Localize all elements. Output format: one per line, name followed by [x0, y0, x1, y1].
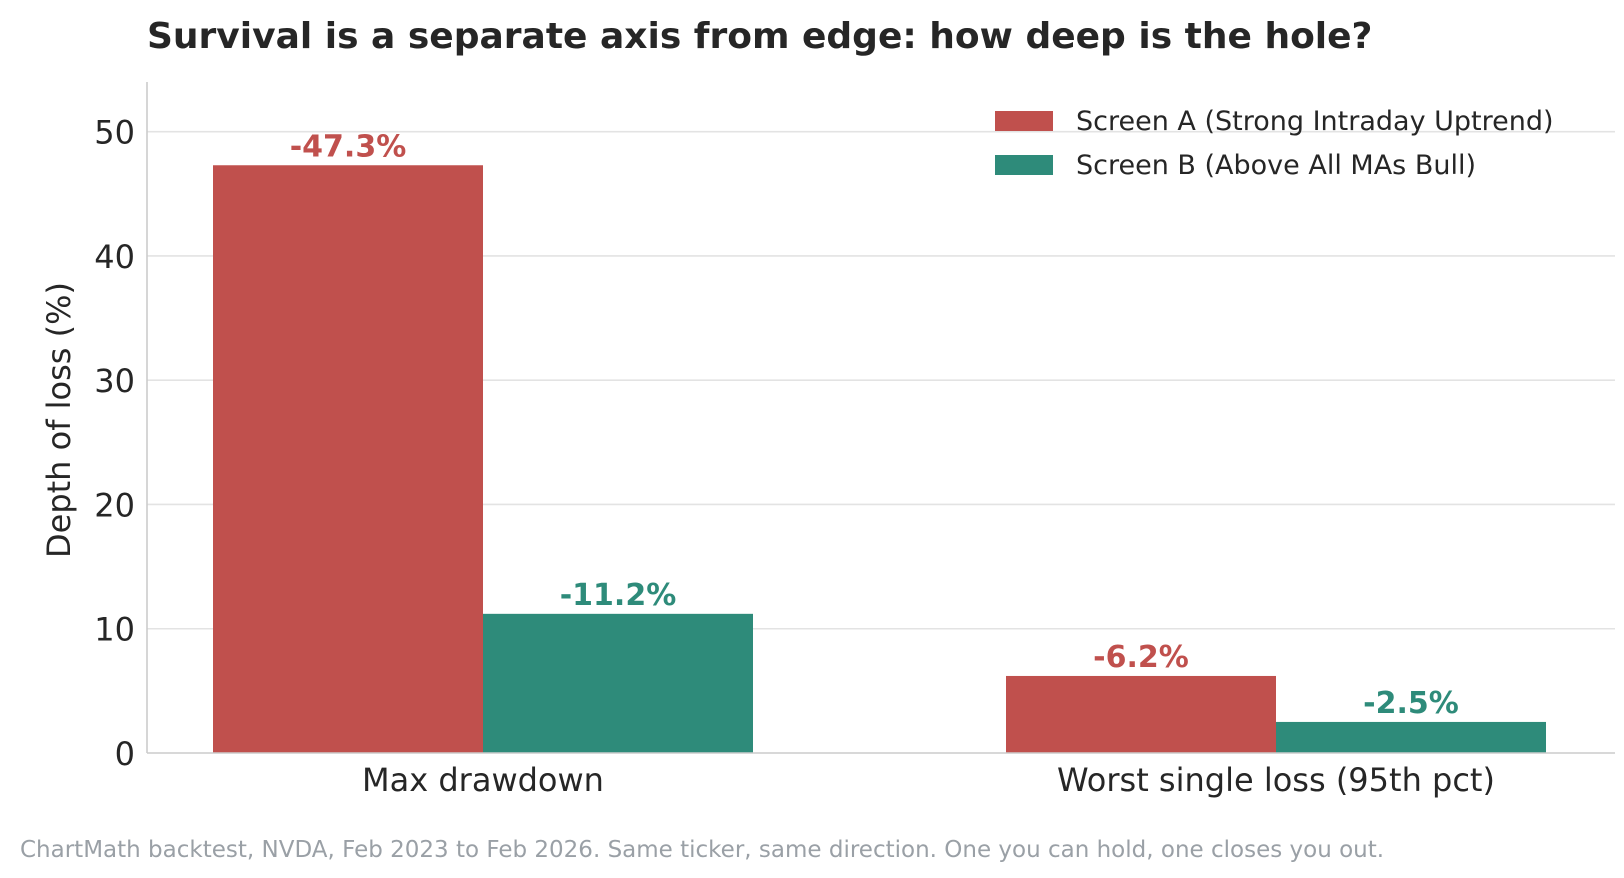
data-label: -2.5%: [1363, 686, 1459, 721]
bar: [483, 613, 753, 753]
y-tick-label: 40: [94, 238, 135, 276]
data-label: -11.2%: [560, 578, 677, 613]
data-label: -6.2%: [1093, 640, 1189, 675]
x-tick-label: Max drawdown: [362, 761, 604, 799]
y-axis-label: Depth of loss (%): [40, 282, 78, 558]
legend-item: Screen B (Above All MAs Bull): [995, 150, 1476, 181]
y-tick-label: 30: [94, 362, 135, 400]
data-label: -47.3%: [290, 129, 407, 164]
footnote: ChartMath backtest, NVDA, Feb 2023 to Fe…: [20, 837, 1384, 863]
legend-item: Screen A (Strong Intraday Uptrend): [995, 106, 1554, 137]
legend-label: Screen A (Strong Intraday Uptrend): [1076, 106, 1554, 137]
legend-swatch: [995, 111, 1053, 131]
y-tick-label: 20: [94, 486, 135, 524]
legend: Screen A (Strong Intraday Uptrend) Screen…: [995, 106, 1554, 181]
axes: 0 10 20 30 40 50 Max drawdown Worst single loss…: [94, 82, 1615, 799]
chart-title: Survival is a separate axis from edge: h…: [147, 16, 1372, 57]
legend-label: Screen B (Above All MAs Bull): [1076, 150, 1476, 181]
x-tick-label: Worst single loss (95th pct): [1057, 761, 1495, 799]
bar: [1276, 721, 1546, 753]
bar: [213, 165, 483, 753]
value-labels: -47.3% -11.2% -6.2% -2.5%: [290, 129, 1459, 721]
legend-swatch: [995, 155, 1053, 175]
bars: [213, 165, 1546, 753]
y-tick-label: 0: [115, 735, 135, 773]
y-tick-label: 50: [94, 114, 135, 152]
y-tick-label: 10: [94, 611, 135, 649]
bar: [1006, 675, 1276, 753]
